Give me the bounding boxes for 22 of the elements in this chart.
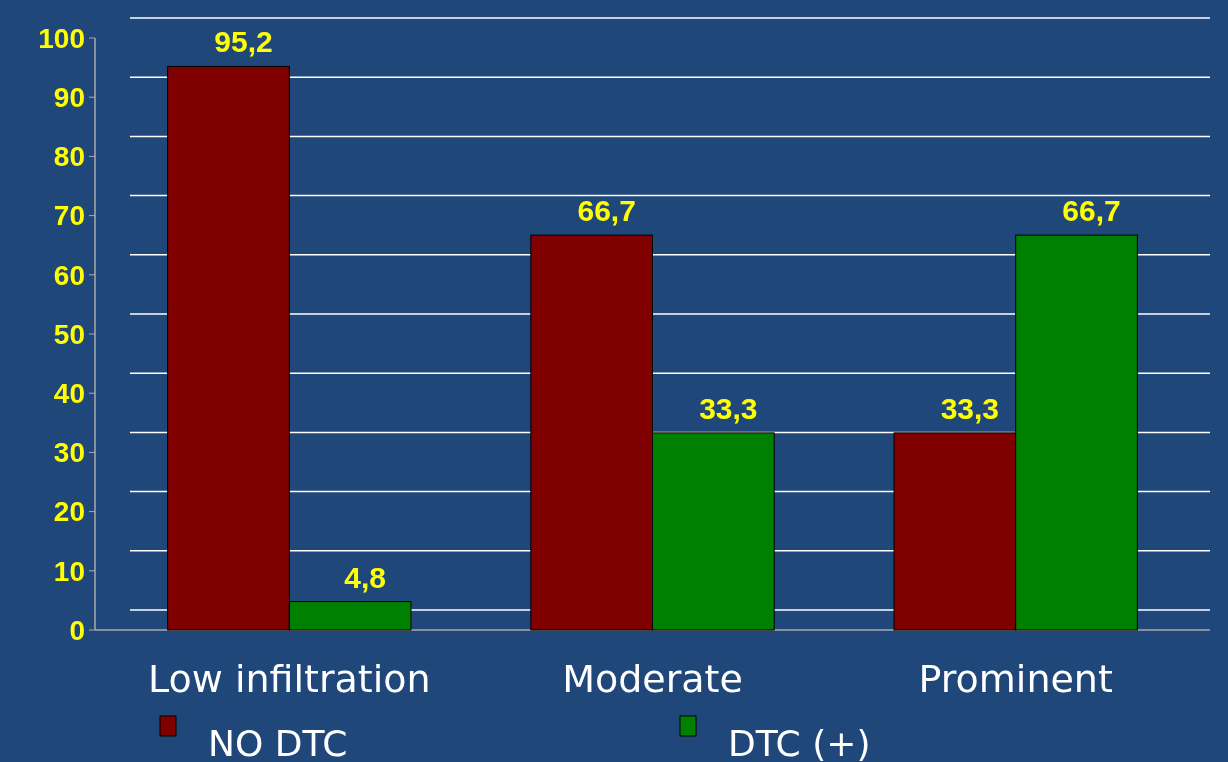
data-label: 66,7 xyxy=(1062,194,1121,228)
x-tick-label: Moderate xyxy=(562,657,743,701)
data-label: 95,2 xyxy=(214,25,273,59)
data-label: 66,7 xyxy=(577,194,636,228)
x-tick-label: Low infiltration xyxy=(147,657,431,701)
x-tick-label: Prominent xyxy=(918,657,1113,701)
y-tick-label: 50 xyxy=(53,318,85,350)
y-tick-label: 100 xyxy=(38,22,85,54)
y-tick-label: 60 xyxy=(53,259,85,291)
legend-label: DTC (+) xyxy=(728,722,871,762)
y-tick-label: 70 xyxy=(53,200,85,232)
y-tick-label: 90 xyxy=(53,82,85,113)
data-label: 33,3 xyxy=(940,391,1000,425)
y-tick-label: 40 xyxy=(53,378,85,409)
y-tick-label: 80 xyxy=(53,141,85,173)
y-tick-label: 10 xyxy=(53,555,85,587)
legend-label: NO DTC xyxy=(208,722,348,762)
data-label: 33,3 xyxy=(699,391,758,425)
y-tick-label: 0 xyxy=(69,614,85,646)
y-tick-label: 30 xyxy=(53,437,85,469)
y-tick-label: 20 xyxy=(53,496,85,528)
data-label: 4,8 xyxy=(344,560,386,594)
